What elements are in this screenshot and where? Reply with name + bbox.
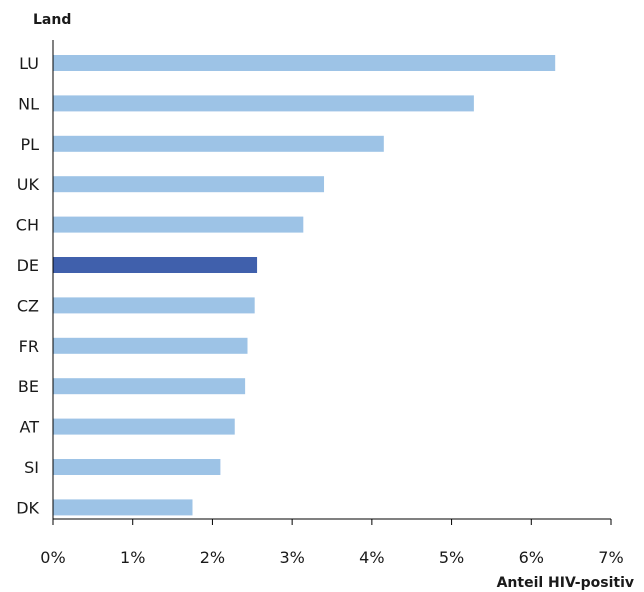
x-tick-labels: 0% 1% 2% 3% 4% 5% 6% 7%	[40, 548, 623, 567]
x-tick-label-1: 1%	[120, 548, 145, 567]
bar-fr	[53, 337, 248, 354]
y-tick-label-fr: FR	[19, 337, 39, 356]
y-tick-label-de: DE	[17, 256, 39, 275]
y-tick-label-uk: UK	[17, 175, 40, 194]
bar-dk	[53, 499, 193, 516]
bars-group	[53, 55, 556, 516]
x-tick-label-6: 6%	[519, 548, 544, 567]
y-tick-label-nl: NL	[18, 94, 39, 113]
y-tick-label-at: AT	[20, 418, 40, 437]
y-axis-title: Land	[33, 12, 71, 28]
y-tick-label-si: SI	[24, 458, 39, 477]
bar-be	[53, 378, 246, 395]
y-tick-label-lu: LU	[19, 54, 39, 73]
x-tick-label-3: 3%	[279, 548, 304, 567]
bar-nl	[53, 95, 474, 112]
x-tick-label-4: 4%	[359, 548, 384, 567]
bar-de	[53, 257, 258, 273]
y-tick-label-dk: DK	[16, 498, 39, 517]
x-tick-label-2: 2%	[200, 548, 225, 567]
bar-pl	[53, 135, 384, 152]
bar-lu	[53, 55, 556, 71]
x-tick-marks	[52, 519, 612, 525]
bar-at	[53, 418, 235, 435]
x-tick-label-5: 5%	[439, 548, 464, 567]
y-tick-label-be: BE	[18, 377, 39, 396]
x-axis-title: Anteil HIV-positiv	[497, 575, 634, 591]
y-tick-label-ch: CH	[16, 216, 39, 235]
bar-uk	[53, 176, 325, 193]
bar-ch	[53, 216, 304, 233]
bar-cz	[53, 297, 255, 314]
bar-si	[53, 459, 221, 475]
y-tick-labels: LU NL PL UK CH DE CZ FR BE AT SI DK	[16, 54, 40, 517]
x-tick-label-0: 0%	[40, 548, 65, 567]
x-tick-label-7: 7%	[598, 548, 623, 567]
y-tick-label-pl: PL	[20, 135, 39, 154]
y-tick-label-cz: CZ	[17, 296, 39, 315]
